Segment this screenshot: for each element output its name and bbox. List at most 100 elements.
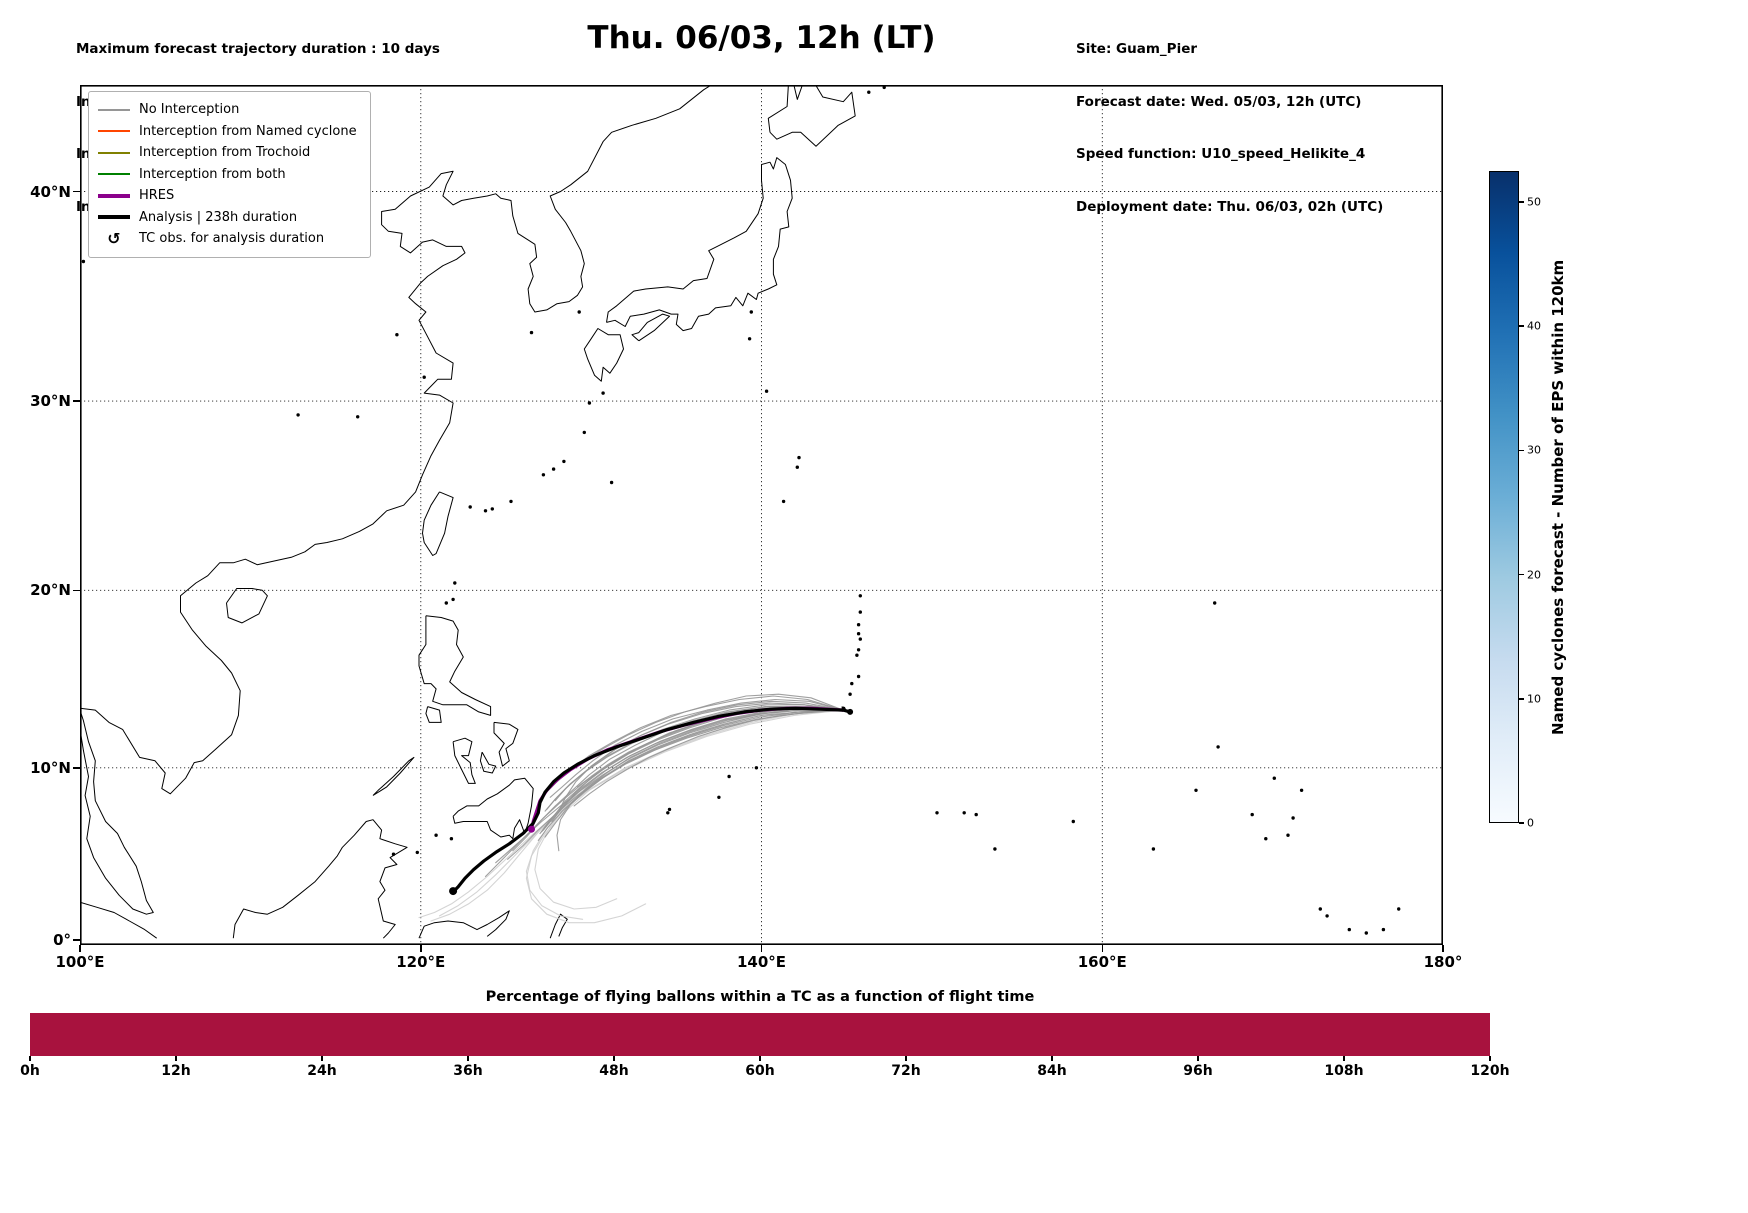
- island-dot: [483, 509, 488, 513]
- island-dot: [444, 601, 448, 605]
- island-dot: [1299, 788, 1304, 792]
- time-tick-label: 48h: [599, 1063, 629, 1079]
- island-dot: [858, 610, 862, 614]
- legend-line-sample: [98, 173, 130, 176]
- legend: No Interception Interception from Named c…: [88, 91, 371, 258]
- colorbar-tick-label: 10: [1527, 692, 1541, 706]
- lon-tick-mark: [420, 945, 422, 952]
- trajectory-eps-gray: [573, 709, 844, 807]
- island-dot: [81, 259, 86, 264]
- island-dot: [856, 648, 861, 652]
- island-dot: [1325, 914, 1329, 918]
- island-dot: [856, 632, 861, 636]
- coastline: [372, 756, 415, 796]
- island-dot: [356, 415, 360, 419]
- info-line-deployment-date: Deployment date: Thu. 06/03, 02h (UTC): [1076, 198, 1384, 215]
- trajectory-eps-gray: [549, 698, 844, 798]
- lon-tick-label: 100°E: [55, 953, 105, 971]
- island-dot: [1272, 776, 1277, 780]
- island-dot: [935, 811, 939, 815]
- percentage-strip: [30, 1013, 1490, 1056]
- info-line-forecast-date: Forecast date: Wed. 05/03, 12h (UTC): [1076, 93, 1362, 110]
- time-tick-label: 12h: [161, 1063, 191, 1079]
- colorbar-tick-mark: [1519, 201, 1524, 203]
- island-dot: [601, 391, 605, 395]
- island-dot: [562, 459, 566, 464]
- island-dot: [858, 594, 862, 598]
- island-dot: [867, 90, 871, 94]
- time-tick-mark: [1343, 1056, 1345, 1061]
- island-dot: [667, 807, 672, 812]
- legend-item: Interception from both: [98, 164, 357, 186]
- trajectory-eps-gray: [541, 707, 844, 833]
- island-dot: [551, 467, 556, 471]
- coastline: [80, 85, 713, 795]
- legend-line-sample: [98, 193, 130, 198]
- trajectory-analysis: [451, 706, 852, 894]
- legend-line-sample: [98, 151, 130, 154]
- island-dot: [587, 401, 592, 405]
- time-tick-mark: [321, 1056, 323, 1061]
- legend-line-sample: [98, 108, 130, 111]
- island-dot: [1381, 927, 1386, 932]
- tc-obs-symbol: ↺: [107, 229, 121, 249]
- island-dot: [468, 505, 472, 509]
- lon-tick-mark: [1442, 945, 1444, 952]
- island-dot: [858, 637, 862, 641]
- island-dot: [451, 597, 455, 602]
- colorbar-tick-mark: [1519, 822, 1524, 824]
- colorbar-tick-mark: [1519, 325, 1524, 327]
- lon-tick-label: 120°E: [396, 953, 446, 971]
- coastline: [80, 901, 157, 939]
- trajectory-eps-gray: [507, 709, 844, 860]
- lat-tick-mark: [73, 400, 80, 402]
- time-tick-mark: [467, 1056, 469, 1061]
- time-tick-mark: [905, 1056, 907, 1061]
- colorbar-tick-label: 50: [1527, 195, 1541, 209]
- coastline: [631, 313, 670, 342]
- legend-item: Analysis | 238h duration: [98, 207, 357, 229]
- island-dot: [541, 473, 546, 477]
- coastline: [493, 721, 519, 767]
- legend-item: ↺ TC obs. for analysis duration: [98, 228, 357, 250]
- time-tick-mark: [1489, 1056, 1491, 1061]
- island-dot: [1194, 788, 1198, 792]
- legend-label: Interception from both: [139, 166, 286, 182]
- colorbar-label: Named cyclones forecast - Number of EPS …: [1549, 259, 1567, 735]
- island-dot: [296, 413, 300, 417]
- time-tick-mark: [613, 1056, 615, 1061]
- island-dot: [609, 480, 614, 485]
- lon-tick-mark: [760, 945, 763, 952]
- island-dot: [1250, 812, 1254, 817]
- island-dot: [434, 833, 438, 837]
- time-tick-label: 72h: [891, 1063, 921, 1079]
- param-line-duration: Maximum forecast trajectory duration : 1…: [76, 41, 440, 57]
- time-tick-label: 96h: [1183, 1063, 1213, 1079]
- legend-item: Interception from Named cyclone: [98, 121, 357, 143]
- lat-tick-label: 40°N: [30, 182, 71, 201]
- coastline: [226, 588, 268, 624]
- island-dot: [577, 310, 581, 314]
- island-dot: [727, 774, 731, 779]
- island-dot: [1291, 816, 1295, 820]
- island-dot: [1264, 837, 1268, 841]
- island-dot: [749, 310, 753, 314]
- island-dot: [747, 337, 752, 341]
- time-tick-label: 108h: [1324, 1063, 1364, 1079]
- time-tick-mark: [1197, 1056, 1199, 1061]
- legend-item: No Interception: [98, 99, 357, 121]
- colorbar: [1489, 171, 1519, 823]
- map-frame: [80, 85, 1443, 945]
- island-dot: [848, 692, 852, 696]
- trajectory-eps-gray: [556, 709, 844, 852]
- legend-label: Interception from Named cyclone: [139, 123, 357, 139]
- lat-tick-mark: [73, 190, 80, 193]
- island-dot: [1397, 907, 1401, 911]
- colorbar-tick-label: 0: [1527, 816, 1534, 830]
- island-dot: [1286, 833, 1290, 837]
- info-line-speed-function: Speed function: U10_speed_Helikite_4: [1076, 146, 1366, 162]
- island-dot: [1071, 819, 1075, 824]
- island-dot: [855, 653, 859, 657]
- island-dot: [993, 847, 997, 851]
